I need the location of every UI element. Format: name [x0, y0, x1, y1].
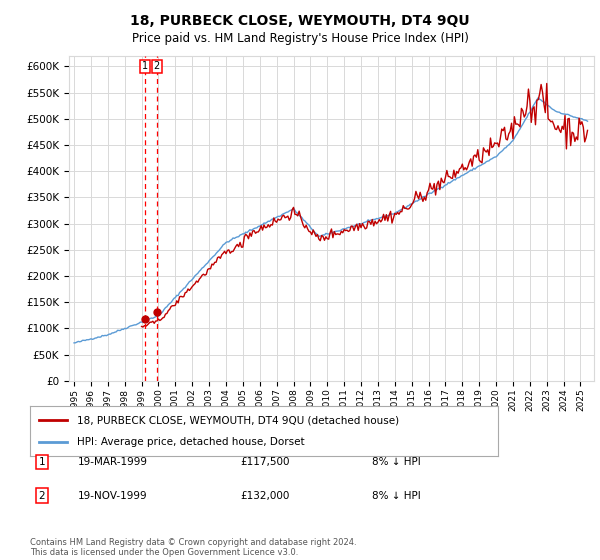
Text: 19-MAR-1999: 19-MAR-1999 [78, 457, 148, 467]
Text: 1: 1 [142, 62, 148, 72]
Text: 8% ↓ HPI: 8% ↓ HPI [372, 457, 421, 467]
Text: £132,000: £132,000 [240, 491, 289, 501]
Text: HPI: Average price, detached house, Dorset: HPI: Average price, detached house, Dors… [77, 437, 304, 447]
Text: 8% ↓ HPI: 8% ↓ HPI [372, 491, 421, 501]
Text: Contains HM Land Registry data © Crown copyright and database right 2024.
This d: Contains HM Land Registry data © Crown c… [30, 538, 356, 557]
Text: Price paid vs. HM Land Registry's House Price Index (HPI): Price paid vs. HM Land Registry's House … [131, 32, 469, 45]
Text: 2: 2 [154, 62, 160, 72]
Text: 1: 1 [38, 457, 46, 467]
Text: 2: 2 [38, 491, 46, 501]
Text: 18, PURBECK CLOSE, WEYMOUTH, DT4 9QU: 18, PURBECK CLOSE, WEYMOUTH, DT4 9QU [130, 14, 470, 28]
Text: 18, PURBECK CLOSE, WEYMOUTH, DT4 9QU (detached house): 18, PURBECK CLOSE, WEYMOUTH, DT4 9QU (de… [77, 415, 399, 425]
Text: £117,500: £117,500 [240, 457, 290, 467]
Text: 19-NOV-1999: 19-NOV-1999 [78, 491, 148, 501]
